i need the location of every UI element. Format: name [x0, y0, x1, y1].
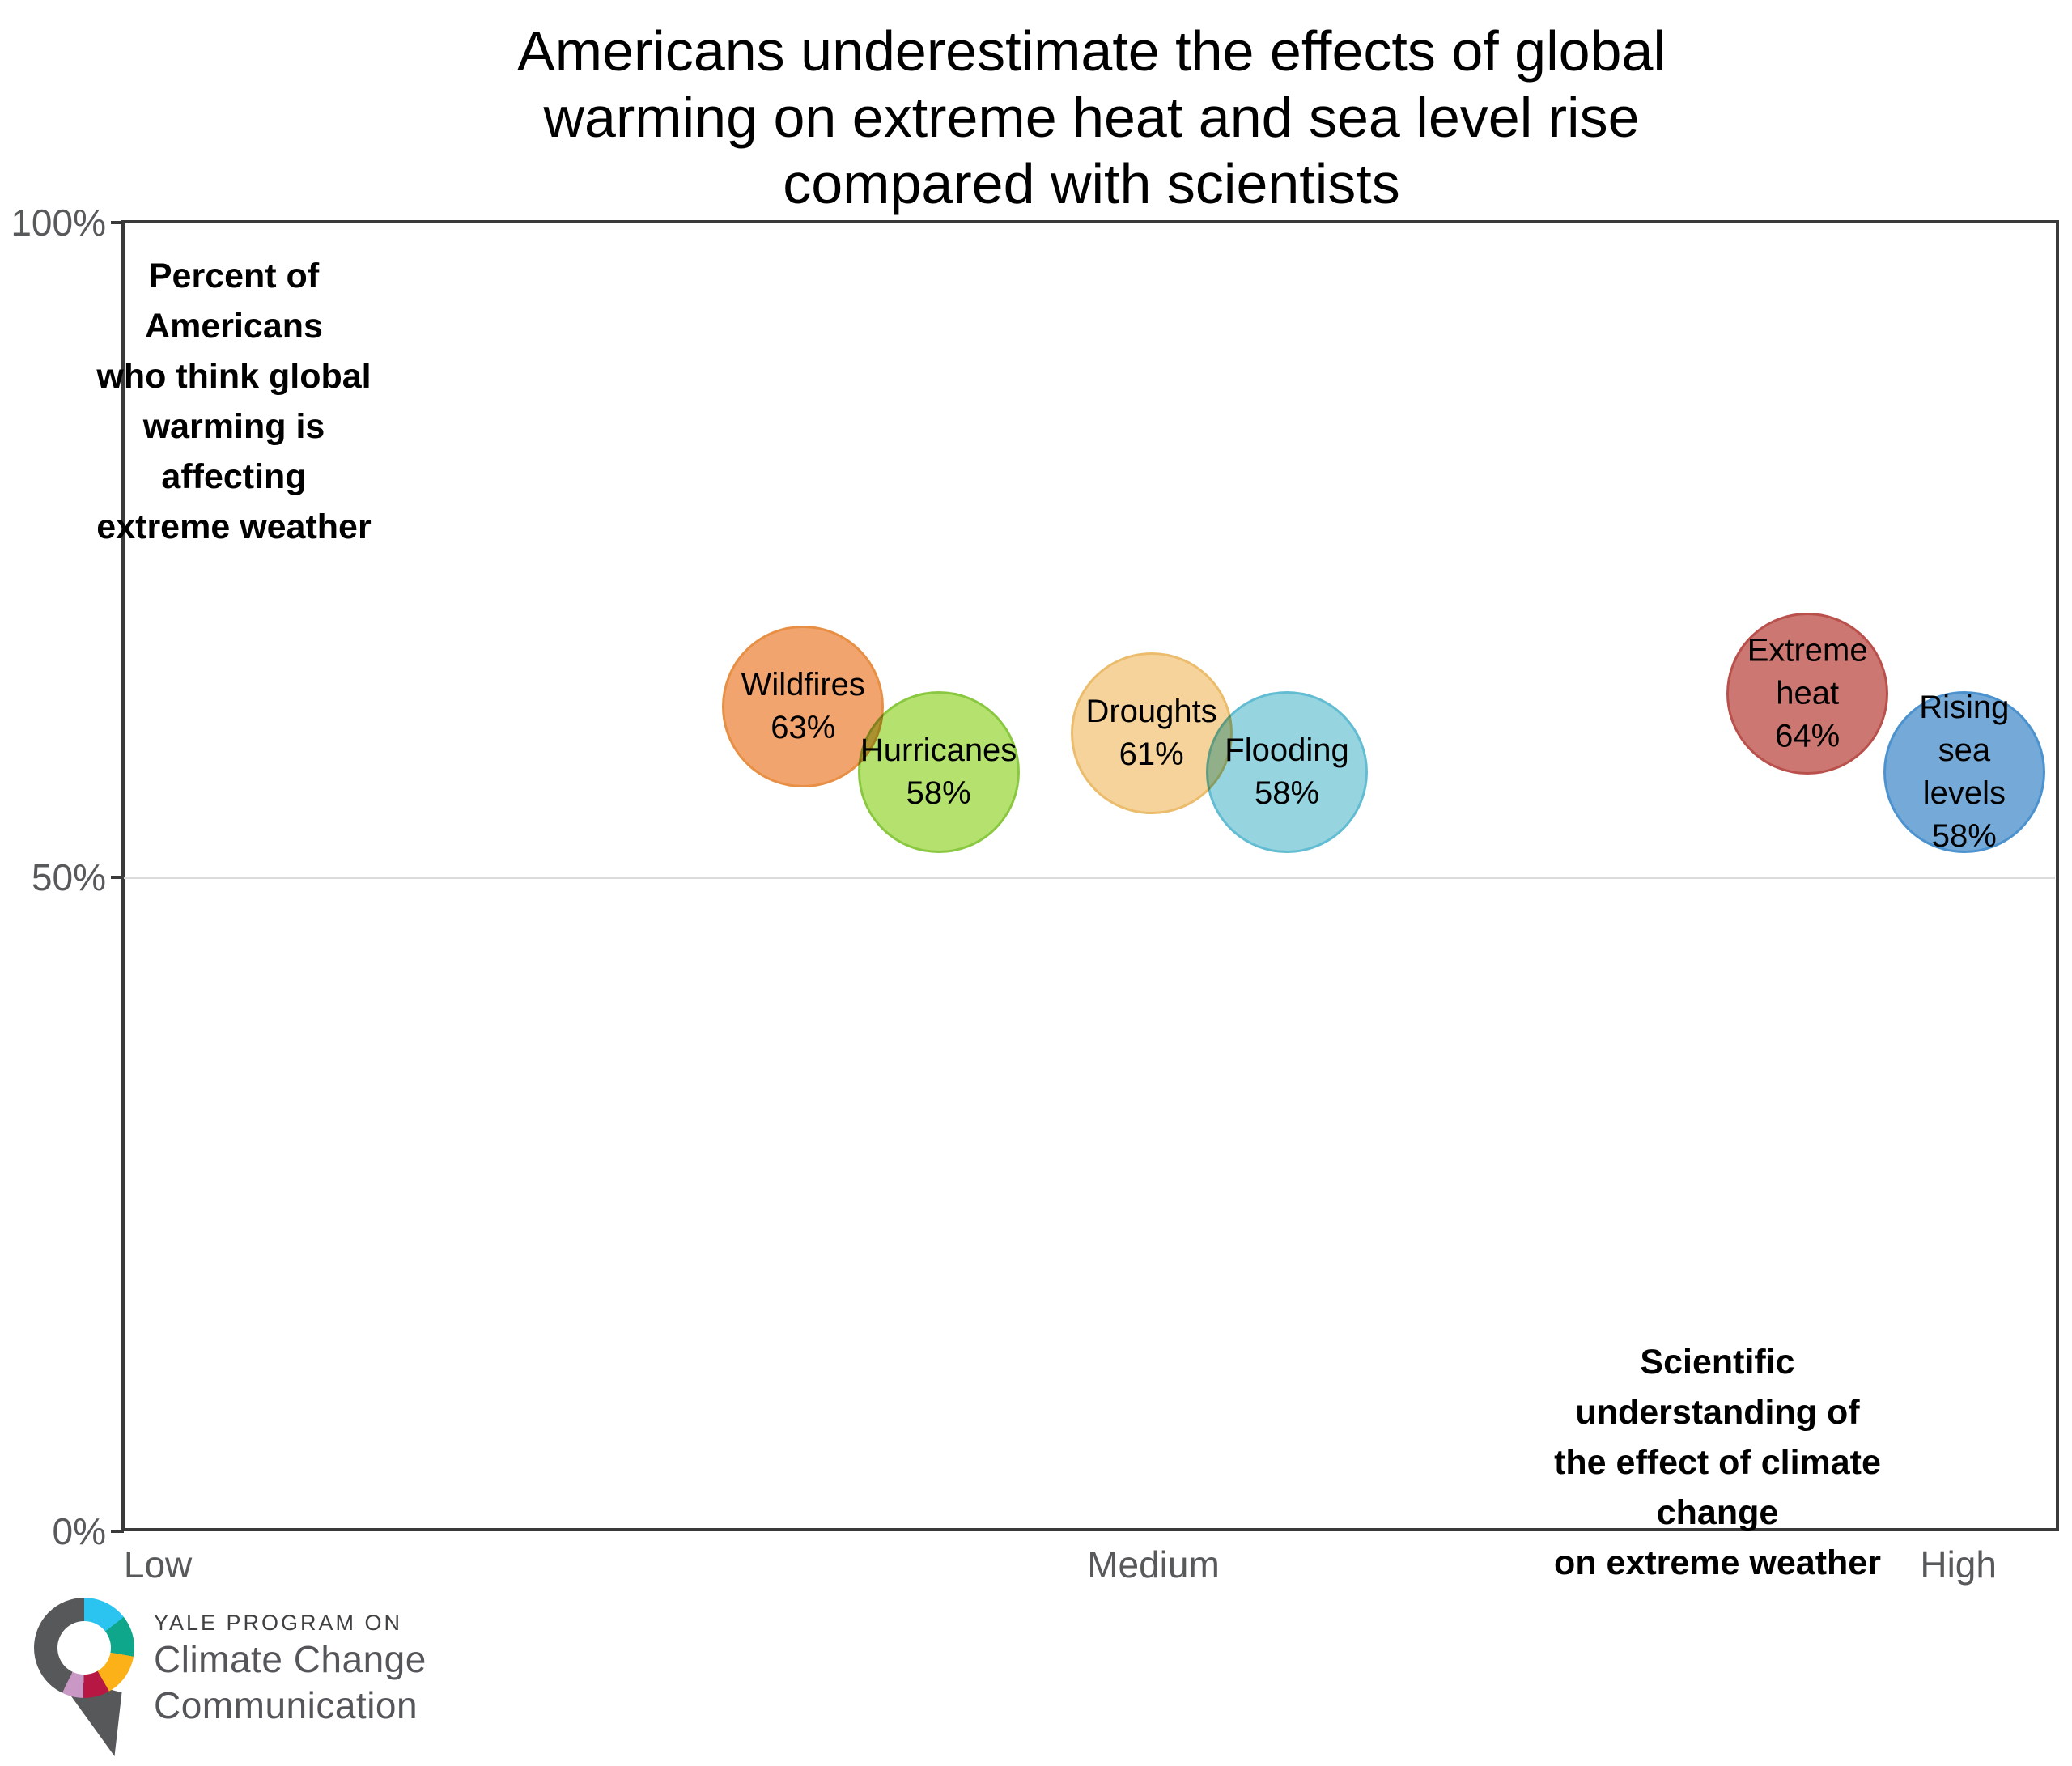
bubble-wildfires: [722, 626, 885, 788]
bubble-flooding: [1205, 691, 1368, 854]
y-axis-annotation: Percent of Americans who think global wa…: [96, 257, 372, 546]
bubble-hurricanes: [857, 691, 1020, 854]
y-tick-mark-0: [111, 1530, 124, 1533]
x-axis-annotation: Scientific understanding of the effect o…: [1554, 1343, 1881, 1582]
bubble-label-rising-sea-levels: Rising sea levels 58%: [1919, 690, 2010, 855]
x-tick-label-low: Low: [123, 1543, 193, 1586]
y-tick-mark-100: [111, 221, 124, 224]
y-tick-label-50: 50%: [31, 855, 106, 898]
yale-logo-donut-hole: [57, 1621, 111, 1675]
chart-title: Americans underestimate the effects of g…: [517, 19, 1666, 215]
y-tick-label-0: 0%: [52, 1510, 106, 1552]
gridline-50: [124, 876, 2055, 879]
yale-logo-text: YALE PROGRAM ON Climate Change Communica…: [154, 1609, 427, 1729]
bubble-label-wildfires: Wildfires 63%: [741, 667, 865, 746]
bubble-label-hurricanes: Hurricanes 58%: [860, 732, 1017, 812]
bubble-label-extreme-heat: Extreme heat 64%: [1747, 632, 1868, 754]
y-tick-label-100: 100%: [11, 202, 106, 244]
bubble-label-flooding: Flooding 58%: [1225, 732, 1349, 812]
logo-communication-line: Communication: [154, 1684, 418, 1726]
bubble-extreme-heat: [1726, 613, 1889, 775]
bubble-label-droughts: Droughts 61%: [1085, 693, 1217, 772]
bubble-rising-sea-levels: [1883, 691, 2045, 854]
y-tick-mark-50: [111, 875, 124, 879]
logo-program-line: YALE PROGRAM ON: [154, 1611, 403, 1635]
bubble-droughts: [1070, 652, 1233, 814]
x-tick-label-medium: Medium: [1087, 1543, 1220, 1586]
logo-climate-change-line: Climate Change: [154, 1638, 427, 1680]
x-tick-label-high: High: [1920, 1543, 1997, 1586]
